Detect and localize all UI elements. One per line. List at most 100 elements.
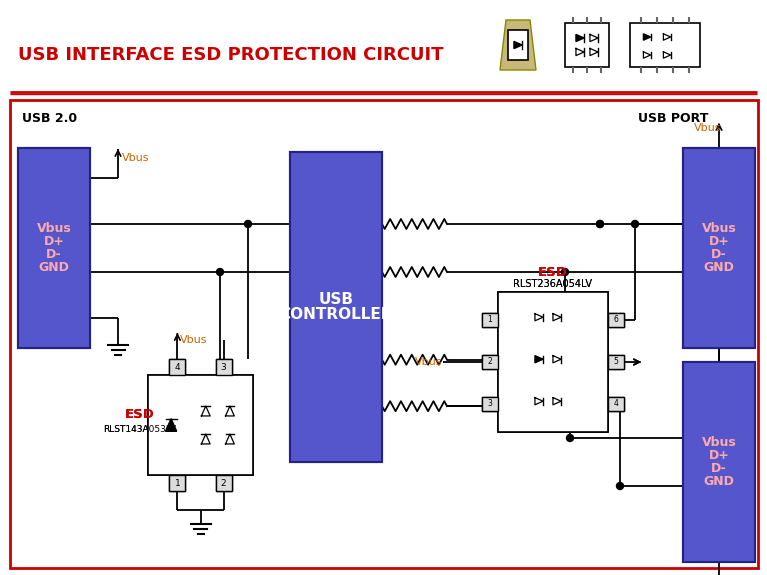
Polygon shape xyxy=(514,41,522,49)
Text: 5: 5 xyxy=(614,358,618,366)
Circle shape xyxy=(597,220,604,228)
Text: ESD: ESD xyxy=(125,408,155,421)
Bar xyxy=(565,23,609,67)
Text: 1: 1 xyxy=(488,316,492,324)
Bar xyxy=(482,313,498,327)
Text: 1: 1 xyxy=(488,316,492,324)
Text: Vbus: Vbus xyxy=(702,436,736,449)
Polygon shape xyxy=(535,355,543,363)
Text: GND: GND xyxy=(703,475,735,488)
Circle shape xyxy=(617,402,624,410)
Text: D+: D+ xyxy=(709,449,729,462)
Text: RLST236A054LV: RLST236A054LV xyxy=(513,279,592,289)
Bar xyxy=(148,375,253,475)
Text: Vbus: Vbus xyxy=(180,335,208,345)
Text: RLST143A053LV: RLST143A053LV xyxy=(104,426,176,435)
Text: USB: USB xyxy=(318,292,354,307)
Circle shape xyxy=(567,435,574,442)
Text: D-: D- xyxy=(711,462,727,475)
Bar xyxy=(683,148,755,348)
Bar xyxy=(216,475,232,491)
Bar xyxy=(508,30,528,60)
Polygon shape xyxy=(166,419,176,431)
Bar xyxy=(608,397,624,411)
Text: CONTROLLER: CONTROLLER xyxy=(279,307,393,322)
Bar xyxy=(170,359,186,375)
Text: USB 2.0: USB 2.0 xyxy=(22,112,77,125)
Text: 3: 3 xyxy=(488,400,492,408)
Text: 6: 6 xyxy=(614,316,618,324)
Bar xyxy=(148,375,253,475)
Bar xyxy=(498,292,608,432)
Text: CONTROLLER: CONTROLLER xyxy=(279,307,393,322)
Text: RLST143A053LV: RLST143A053LV xyxy=(104,426,176,435)
Bar xyxy=(18,148,90,348)
Text: Vbus: Vbus xyxy=(37,222,71,235)
Text: ESD: ESD xyxy=(538,266,568,278)
Bar xyxy=(482,313,498,327)
Text: RLST236A054LV: RLST236A054LV xyxy=(513,279,592,289)
Text: 3: 3 xyxy=(221,362,226,371)
Bar xyxy=(216,359,232,375)
Circle shape xyxy=(567,356,574,363)
Circle shape xyxy=(561,269,568,275)
Text: 3: 3 xyxy=(488,400,492,408)
Text: D+: D+ xyxy=(709,235,729,248)
Bar xyxy=(608,355,624,369)
Bar xyxy=(10,100,758,568)
Text: GND: GND xyxy=(703,475,735,488)
Circle shape xyxy=(216,269,223,275)
Text: Vbus: Vbus xyxy=(694,123,722,133)
Text: 4: 4 xyxy=(614,400,618,408)
Circle shape xyxy=(506,402,513,410)
Text: D-: D- xyxy=(711,248,727,261)
Bar xyxy=(498,292,608,432)
Bar xyxy=(482,355,498,369)
Bar xyxy=(683,148,755,348)
Polygon shape xyxy=(535,355,543,363)
Text: Vbus: Vbus xyxy=(37,222,71,235)
Bar xyxy=(170,475,186,491)
Text: ESD: ESD xyxy=(538,266,568,278)
Text: 1: 1 xyxy=(175,478,180,488)
Text: D+: D+ xyxy=(44,235,64,248)
Bar xyxy=(608,313,624,327)
Text: Vbus: Vbus xyxy=(702,222,736,235)
Polygon shape xyxy=(576,34,584,41)
Text: 4: 4 xyxy=(175,362,180,371)
Text: Vbus: Vbus xyxy=(702,436,736,449)
Bar xyxy=(683,362,755,562)
Text: D-: D- xyxy=(46,248,62,261)
Text: 4: 4 xyxy=(614,400,618,408)
Text: D+: D+ xyxy=(709,449,729,462)
Text: GND: GND xyxy=(703,261,735,274)
Text: 1: 1 xyxy=(175,478,180,488)
Text: USB INTERFACE ESD PROTECTION CIRCUIT: USB INTERFACE ESD PROTECTION CIRCUIT xyxy=(18,46,443,64)
Text: 2: 2 xyxy=(488,358,492,366)
Circle shape xyxy=(597,220,604,228)
Circle shape xyxy=(617,482,624,489)
Bar xyxy=(608,355,624,369)
Bar xyxy=(290,152,382,462)
Circle shape xyxy=(631,220,638,228)
Bar xyxy=(683,362,755,562)
Text: Vbus: Vbus xyxy=(415,357,443,367)
Text: 5: 5 xyxy=(614,358,618,366)
Bar xyxy=(482,397,498,411)
Text: USB PORT: USB PORT xyxy=(638,112,709,125)
Text: D-: D- xyxy=(711,462,727,475)
Text: Vbus: Vbus xyxy=(702,222,736,235)
Text: 6: 6 xyxy=(614,316,618,324)
Bar xyxy=(216,359,232,375)
Text: 4: 4 xyxy=(175,362,180,371)
Text: D-: D- xyxy=(46,248,62,261)
Bar xyxy=(216,475,232,491)
Bar xyxy=(482,397,498,411)
Bar xyxy=(630,23,700,67)
Polygon shape xyxy=(644,34,650,40)
Text: D-: D- xyxy=(711,248,727,261)
Text: GND: GND xyxy=(38,261,70,274)
Text: GND: GND xyxy=(38,261,70,274)
Text: ESD: ESD xyxy=(125,408,155,421)
Text: 2: 2 xyxy=(221,478,226,488)
